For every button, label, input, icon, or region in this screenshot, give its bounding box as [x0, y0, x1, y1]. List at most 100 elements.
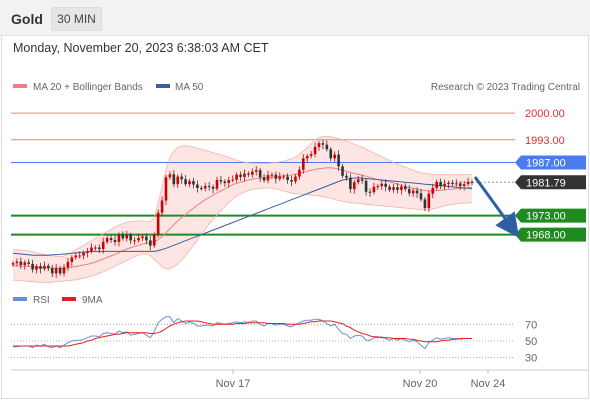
candle-body [219, 179, 223, 182]
candle-body [443, 183, 446, 187]
candle-body [455, 183, 458, 185]
candle-body [105, 238, 109, 242]
candle-body [58, 268, 62, 274]
bollinger-lower-line [13, 187, 473, 283]
candle-body [86, 251, 89, 253]
instrument-title: Gold [11, 11, 43, 27]
candle-body [317, 143, 321, 147]
candle-body [39, 266, 42, 269]
candle-body [415, 190, 419, 194]
rsi-panel: 70 50 30 [11, 316, 537, 365]
ma50-legend-swatch [156, 84, 170, 88]
chart-credit: Research © 2023 Trading Central [431, 82, 580, 93]
candle-body [200, 187, 203, 189]
candle-body [145, 236, 148, 241]
level-label-1973.00: 1973.00 [526, 211, 566, 223]
bollinger-upper-line [13, 135, 472, 258]
rsi-tick-50: 50 [525, 336, 537, 348]
candle-body [223, 181, 227, 184]
candle-body [407, 189, 411, 194]
candle-body [388, 186, 391, 190]
level-label-1987.00: 1987.00 [526, 158, 566, 170]
candle-body [258, 170, 262, 178]
candle-body [231, 179, 234, 181]
candle-body [274, 174, 278, 179]
candle-body [329, 149, 333, 159]
candle-body [152, 234, 156, 246]
candle-body [305, 156, 309, 159]
candle-body [251, 171, 254, 175]
candle-body [309, 154, 313, 157]
candle-body [176, 176, 180, 185]
candle-body [254, 170, 258, 172]
candle-body [400, 186, 403, 190]
candle-body [215, 179, 219, 189]
ma50-legend-label: MA 50 [175, 82, 204, 93]
candle-body [278, 176, 282, 179]
candle-body [207, 186, 211, 188]
rsi-legend-swatch [13, 297, 27, 301]
candle-body [341, 166, 344, 176]
candle-body [392, 187, 395, 190]
candle-body [168, 174, 172, 178]
candle-body [239, 174, 242, 177]
x-tick-label: Nov 20 [403, 378, 438, 390]
last-price-tag-bg [515, 175, 586, 190]
candle-body [164, 177, 168, 201]
last-price-label: 1981.79 [526, 177, 566, 189]
candle-body [360, 179, 364, 181]
bollinger-legend-swatch [13, 84, 27, 88]
candle-body [113, 239, 117, 242]
candle-body [47, 265, 50, 269]
candle-body [19, 261, 23, 266]
level-tag-bg-1973.00 [515, 208, 586, 223]
candle-body [109, 238, 113, 240]
candle-body [227, 179, 231, 184]
level-label-1968.00: 1968.00 [526, 230, 566, 242]
candle-body [333, 154, 336, 159]
candle-body [27, 262, 30, 264]
level-label-2000.00: 2000.00 [525, 108, 565, 120]
candle-body [419, 193, 423, 200]
candle-body [462, 184, 466, 187]
candle-body [376, 186, 380, 188]
x-tick-label: Nov 24 [471, 378, 506, 390]
candle-body [384, 183, 387, 187]
candle-body [321, 143, 325, 145]
candle-body [364, 180, 368, 192]
candle-body [137, 238, 140, 241]
candle-body [160, 200, 164, 213]
candle-body [325, 144, 329, 150]
candle-body [188, 181, 191, 185]
candle-body [117, 234, 121, 242]
candle-body [50, 268, 54, 274]
timeframe-button[interactable]: 30 MIN [51, 7, 102, 31]
ma50-line [12, 177, 473, 256]
rsi-legend-label: RSI [33, 295, 50, 306]
bollinger-legend-label: MA 20 + Bollinger Bands [33, 82, 143, 93]
candle-body [286, 176, 289, 180]
candlesticks [11, 139, 474, 278]
candle-body [62, 267, 66, 274]
candle-body [90, 247, 93, 252]
candle-body [470, 181, 474, 183]
candle-body [94, 247, 97, 249]
level-label-1993.00: 1993.00 [525, 135, 565, 147]
candle-body [266, 175, 270, 181]
candle-body [247, 173, 250, 175]
candle-body [290, 179, 293, 182]
candle-body [337, 154, 340, 167]
candle-body [184, 179, 187, 185]
candle-body [431, 187, 435, 194]
candle-body [125, 235, 129, 239]
rsi-ma-legend-swatch [62, 297, 76, 301]
candle-body [54, 268, 58, 274]
moving-averages [12, 135, 473, 283]
candle-body [353, 182, 356, 190]
level-tag-bg-1987.00 [515, 155, 586, 170]
candle-body [451, 183, 454, 185]
candle-body [121, 234, 125, 239]
level-tags: 2000.00 1993.00 1987.00 1973.00 1968.00 1981.… [515, 108, 586, 242]
candle-body [423, 199, 427, 209]
